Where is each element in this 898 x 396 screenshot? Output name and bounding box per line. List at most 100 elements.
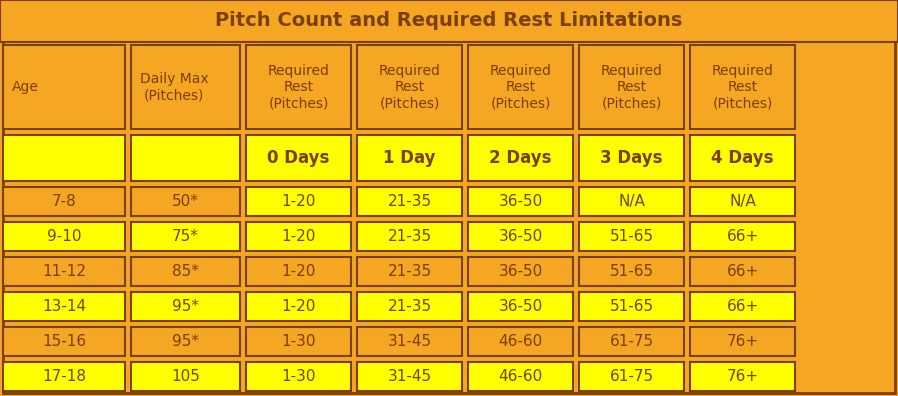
Text: 51-65: 51-65 xyxy=(610,229,654,244)
Text: 1 Day: 1 Day xyxy=(383,149,436,167)
Bar xyxy=(246,187,351,216)
Text: 50*: 50* xyxy=(172,194,199,209)
Bar xyxy=(468,362,573,391)
Bar xyxy=(690,222,795,251)
Bar xyxy=(357,292,462,321)
Text: 1-20: 1-20 xyxy=(281,264,316,279)
Text: 66+: 66+ xyxy=(726,264,759,279)
Bar xyxy=(468,292,573,321)
Text: 13-14: 13-14 xyxy=(42,299,86,314)
Bar xyxy=(246,362,351,391)
Bar xyxy=(357,327,462,356)
Bar xyxy=(468,135,573,181)
Text: 61-75: 61-75 xyxy=(610,334,654,349)
Bar xyxy=(3,327,125,356)
Text: 1-20: 1-20 xyxy=(281,299,316,314)
Text: 51-65: 51-65 xyxy=(610,299,654,314)
Text: 36-50: 36-50 xyxy=(498,299,542,314)
Bar xyxy=(579,222,684,251)
Bar xyxy=(579,327,684,356)
Bar xyxy=(690,327,795,356)
Bar xyxy=(468,187,573,216)
Bar xyxy=(246,45,351,129)
Bar xyxy=(246,257,351,286)
Text: 66+: 66+ xyxy=(726,229,759,244)
Text: 46-60: 46-60 xyxy=(498,334,542,349)
Bar xyxy=(690,257,795,286)
Text: 51-65: 51-65 xyxy=(610,264,654,279)
Bar xyxy=(246,222,351,251)
Text: 21-35: 21-35 xyxy=(387,264,432,279)
Text: 66+: 66+ xyxy=(726,299,759,314)
Bar xyxy=(468,45,573,129)
Text: 11-12: 11-12 xyxy=(42,264,86,279)
Bar xyxy=(468,327,573,356)
Text: 95*: 95* xyxy=(172,334,199,349)
Text: 76+: 76+ xyxy=(726,334,759,349)
Bar xyxy=(357,362,462,391)
Text: 9-10: 9-10 xyxy=(47,229,81,244)
Text: 31-45: 31-45 xyxy=(387,369,432,384)
Bar xyxy=(246,135,351,181)
Bar xyxy=(131,292,240,321)
Bar xyxy=(357,257,462,286)
Bar xyxy=(3,257,125,286)
Bar xyxy=(579,135,684,181)
Text: 21-35: 21-35 xyxy=(387,229,432,244)
Text: Required
Rest
(Pitches): Required Rest (Pitches) xyxy=(601,64,663,110)
Bar xyxy=(690,135,795,181)
Bar xyxy=(690,362,795,391)
Text: 21-35: 21-35 xyxy=(387,194,432,209)
Bar xyxy=(357,135,462,181)
Bar xyxy=(0,0,898,42)
Bar xyxy=(3,222,125,251)
Bar xyxy=(246,327,351,356)
Text: 7-8: 7-8 xyxy=(51,194,76,209)
Text: 105: 105 xyxy=(171,369,200,384)
Text: 17-18: 17-18 xyxy=(42,369,86,384)
Bar xyxy=(3,292,125,321)
Bar xyxy=(131,222,240,251)
Text: 1-20: 1-20 xyxy=(281,229,316,244)
Text: 1-20: 1-20 xyxy=(281,194,316,209)
Bar xyxy=(131,187,240,216)
Bar xyxy=(579,362,684,391)
Text: 1-30: 1-30 xyxy=(281,334,316,349)
Bar xyxy=(357,45,462,129)
Text: 36-50: 36-50 xyxy=(498,264,542,279)
Bar xyxy=(357,187,462,216)
Text: 46-60: 46-60 xyxy=(498,369,542,384)
Text: 61-75: 61-75 xyxy=(610,369,654,384)
Text: 3 Days: 3 Days xyxy=(600,149,663,167)
Text: 85*: 85* xyxy=(172,264,199,279)
Bar xyxy=(246,292,351,321)
Text: 36-50: 36-50 xyxy=(498,194,542,209)
Bar xyxy=(468,257,573,286)
Bar xyxy=(357,222,462,251)
Bar xyxy=(468,222,573,251)
Text: 15-16: 15-16 xyxy=(42,334,86,349)
Text: Required
Rest
(Pitches): Required Rest (Pitches) xyxy=(379,64,440,110)
Bar xyxy=(579,257,684,286)
Bar xyxy=(3,45,125,129)
Bar xyxy=(131,45,240,129)
Text: 4 Days: 4 Days xyxy=(711,149,774,167)
Text: 31-45: 31-45 xyxy=(387,334,432,349)
Text: 95*: 95* xyxy=(172,299,199,314)
Text: 76+: 76+ xyxy=(726,369,759,384)
Bar xyxy=(690,292,795,321)
Bar xyxy=(131,362,240,391)
Text: Required
Rest
(Pitches): Required Rest (Pitches) xyxy=(489,64,551,110)
Bar xyxy=(131,327,240,356)
Bar xyxy=(131,257,240,286)
Text: Pitch Count and Required Rest Limitations: Pitch Count and Required Rest Limitation… xyxy=(216,11,682,30)
Text: 21-35: 21-35 xyxy=(387,299,432,314)
Text: 2 Days: 2 Days xyxy=(489,149,551,167)
Text: 36-50: 36-50 xyxy=(498,229,542,244)
Text: 1-30: 1-30 xyxy=(281,369,316,384)
Text: 75*: 75* xyxy=(172,229,199,244)
Text: 0 Days: 0 Days xyxy=(268,149,330,167)
Bar xyxy=(579,187,684,216)
Text: Required
Rest
(Pitches): Required Rest (Pitches) xyxy=(711,64,773,110)
Bar xyxy=(579,292,684,321)
